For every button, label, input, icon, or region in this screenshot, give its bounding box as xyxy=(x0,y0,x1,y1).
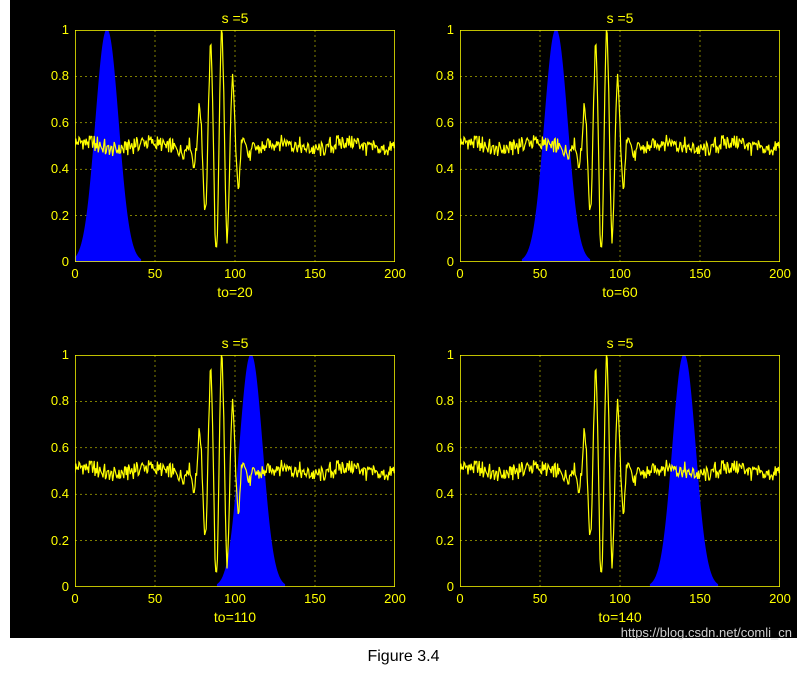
subplot-3: 05010015020000.20.40.60.81s =5to=140 xyxy=(460,355,780,587)
xtick-label: 150 xyxy=(688,266,712,281)
subplot-1: 05010015020000.20.40.60.81s =5to=60 xyxy=(460,30,780,262)
ytick-label: 0.4 xyxy=(424,486,454,501)
chart-svg xyxy=(460,30,780,262)
subplot-0: 05010015020000.20.40.60.81s =5to=20 xyxy=(75,30,395,262)
ytick-label: 0.4 xyxy=(424,161,454,176)
xtick-label: 50 xyxy=(528,266,552,281)
plot-area: 05010015020000.20.40.60.81s =5to=2005010… xyxy=(10,0,797,638)
ytick-label: 0.6 xyxy=(424,115,454,130)
xtick-label: 150 xyxy=(303,266,327,281)
ytick-label: 0.2 xyxy=(39,533,69,548)
ytick-label: 0 xyxy=(424,254,454,269)
ytick-label: 0 xyxy=(39,579,69,594)
ytick-label: 1 xyxy=(39,347,69,362)
xtick-label: 200 xyxy=(768,591,792,606)
figure-caption: Figure 3.4 xyxy=(0,648,807,666)
subplot-title: s =5 xyxy=(460,335,780,351)
chart-svg xyxy=(460,355,780,587)
ytick-label: 1 xyxy=(39,22,69,37)
chart-svg xyxy=(75,30,395,262)
ytick-label: 0.6 xyxy=(39,440,69,455)
xtick-label: 50 xyxy=(528,591,552,606)
xtick-label: 100 xyxy=(608,591,632,606)
subplot-title: s =5 xyxy=(75,335,395,351)
xtick-label: 200 xyxy=(383,266,407,281)
xtick-label: 150 xyxy=(688,591,712,606)
ytick-label: 0.8 xyxy=(39,68,69,83)
ytick-label: 0.6 xyxy=(39,115,69,130)
subplot-xlabel: to=20 xyxy=(75,284,395,300)
subplot-title: s =5 xyxy=(460,10,780,26)
xtick-label: 200 xyxy=(383,591,407,606)
ytick-label: 0 xyxy=(39,254,69,269)
ytick-label: 0 xyxy=(424,579,454,594)
subplot-2: 05010015020000.20.40.60.81s =5to=110 xyxy=(75,355,395,587)
xtick-label: 50 xyxy=(143,591,167,606)
ytick-label: 0.4 xyxy=(39,486,69,501)
signal-line xyxy=(460,355,780,572)
xtick-label: 200 xyxy=(768,266,792,281)
ytick-label: 0.4 xyxy=(39,161,69,176)
subplot-title: s =5 xyxy=(75,10,395,26)
ytick-label: 0.2 xyxy=(39,208,69,223)
xtick-label: 100 xyxy=(223,591,247,606)
ytick-label: 0.2 xyxy=(424,208,454,223)
subplot-xlabel: to=140 xyxy=(460,609,780,625)
xtick-label: 50 xyxy=(143,266,167,281)
xtick-label: 150 xyxy=(303,591,327,606)
watermark: https://blog.csdn.net/comli_cn xyxy=(621,625,792,640)
ytick-label: 1 xyxy=(424,22,454,37)
ytick-label: 1 xyxy=(424,347,454,362)
subplot-xlabel: to=60 xyxy=(460,284,780,300)
subplot-xlabel: to=110 xyxy=(75,609,395,625)
ytick-label: 0.8 xyxy=(424,393,454,408)
chart-svg xyxy=(75,355,395,587)
signal-line xyxy=(460,30,780,247)
ytick-label: 0.8 xyxy=(39,393,69,408)
xtick-label: 100 xyxy=(608,266,632,281)
figure-container: 05010015020000.20.40.60.81s =5to=2005010… xyxy=(0,0,807,690)
xtick-label: 100 xyxy=(223,266,247,281)
ytick-label: 0.2 xyxy=(424,533,454,548)
ytick-label: 0.8 xyxy=(424,68,454,83)
ytick-label: 0.6 xyxy=(424,440,454,455)
